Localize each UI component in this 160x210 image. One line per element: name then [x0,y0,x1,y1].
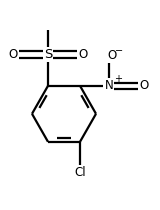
Text: O: O [8,48,17,61]
Text: O: O [107,49,117,62]
Text: O: O [139,79,149,92]
Text: O: O [79,48,88,61]
Text: +: + [114,74,122,84]
Text: S: S [44,48,52,61]
Text: N: N [104,79,113,92]
Text: −: − [115,46,123,56]
Text: Cl: Cl [74,166,86,179]
